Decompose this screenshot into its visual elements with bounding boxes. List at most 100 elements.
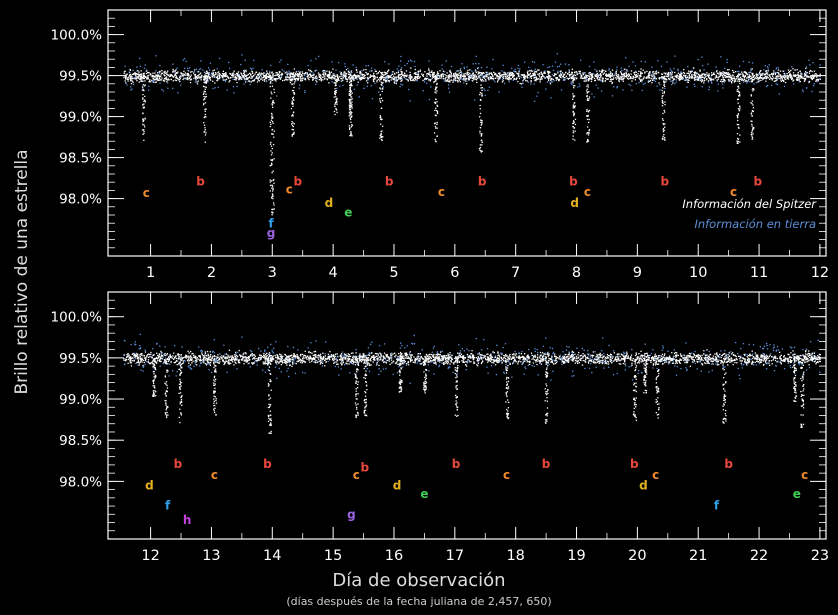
transit-point: [142, 93, 144, 96]
transit-point: [664, 103, 666, 106]
data-point: [675, 75, 678, 77]
data-point: [268, 75, 270, 77]
data-point: [182, 78, 184, 81]
data-point: [717, 78, 720, 80]
data-point: [799, 75, 802, 77]
data-point: [723, 72, 725, 75]
data-point: [511, 67, 513, 69]
data-point: [790, 77, 792, 79]
data-point: [425, 82, 428, 84]
transit-point: [379, 100, 381, 102]
data-point: [531, 70, 533, 72]
data-point: [265, 75, 267, 77]
data-point: [761, 74, 763, 76]
data-point: [340, 77, 342, 80]
data-point: [179, 75, 182, 77]
transit-point: [349, 117, 351, 119]
data-point: [447, 79, 449, 82]
data-point: [499, 352, 502, 354]
data-point: [687, 66, 689, 68]
data-point: [165, 73, 168, 75]
data-point: [778, 75, 780, 77]
data-point: [322, 73, 325, 75]
data-point: [513, 356, 515, 358]
data-point: [211, 72, 213, 74]
data-point: [162, 362, 164, 365]
data-point: [592, 73, 595, 75]
transit-point: [205, 116, 207, 118]
data-point: [627, 355, 629, 357]
data-point: [209, 74, 211, 76]
data-point: [518, 74, 520, 77]
transit-point: [382, 88, 384, 90]
transit-point: [205, 93, 207, 95]
transit-point: [272, 102, 275, 104]
transit-point: [750, 101, 752, 104]
data-point: [294, 81, 296, 83]
data-point: [607, 363, 610, 365]
transit-point: [270, 159, 272, 161]
data-point: [349, 78, 351, 81]
data-point: [732, 77, 734, 80]
data-point: [298, 74, 300, 77]
data-point: [234, 76, 237, 78]
data-point: [690, 77, 692, 79]
data-point: [385, 72, 387, 75]
data-point: [555, 79, 558, 81]
data-point: [296, 353, 298, 356]
data-point: [792, 67, 794, 70]
data-point: [422, 90, 424, 92]
transit-point: [480, 80, 482, 82]
data-point: [258, 75, 260, 78]
data-point: [264, 361, 266, 363]
data-point: [375, 70, 377, 73]
data-point: [668, 75, 670, 77]
data-point: [233, 92, 235, 94]
data-point: [132, 73, 135, 75]
data-point: [715, 76, 718, 78]
data-point: [706, 72, 708, 74]
data-point: [814, 75, 816, 78]
data-point: [639, 80, 642, 82]
data-point: [130, 82, 133, 85]
transit-point: [349, 112, 351, 115]
data-point: [152, 75, 154, 77]
data-point: [577, 86, 579, 88]
transit-point: [349, 90, 352, 92]
data-point: [793, 362, 795, 364]
data-point: [504, 73, 507, 76]
data-point: [739, 73, 741, 76]
data-point: [318, 76, 321, 78]
data-point: [286, 71, 288, 73]
data-point: [298, 87, 300, 89]
data-point: [584, 76, 586, 78]
data-point: [204, 76, 206, 79]
data-point: [348, 71, 350, 73]
data-point: [350, 75, 353, 77]
data-point: [188, 365, 190, 367]
data-point: [185, 60, 187, 63]
transit-point: [348, 107, 351, 109]
data-point: [401, 84, 404, 86]
data-point: [381, 73, 383, 75]
data-point: [513, 75, 515, 77]
data-point: [555, 76, 557, 79]
data-point: [315, 83, 317, 85]
data-point: [183, 77, 185, 79]
data-point: [158, 75, 160, 78]
data-point: [200, 68, 202, 70]
data-point: [593, 77, 596, 80]
data-point: [628, 73, 630, 75]
data-point: [156, 72, 159, 74]
data-point: [680, 354, 682, 357]
data-point: [524, 75, 526, 77]
data-point: [265, 73, 267, 76]
data-point: [139, 65, 141, 67]
data-point: [669, 77, 672, 79]
data-point: [274, 74, 276, 77]
transit-point: [737, 140, 739, 143]
data-point: [461, 75, 464, 78]
data-point: [702, 359, 704, 362]
data-point: [659, 84, 661, 86]
data-point: [776, 346, 779, 348]
